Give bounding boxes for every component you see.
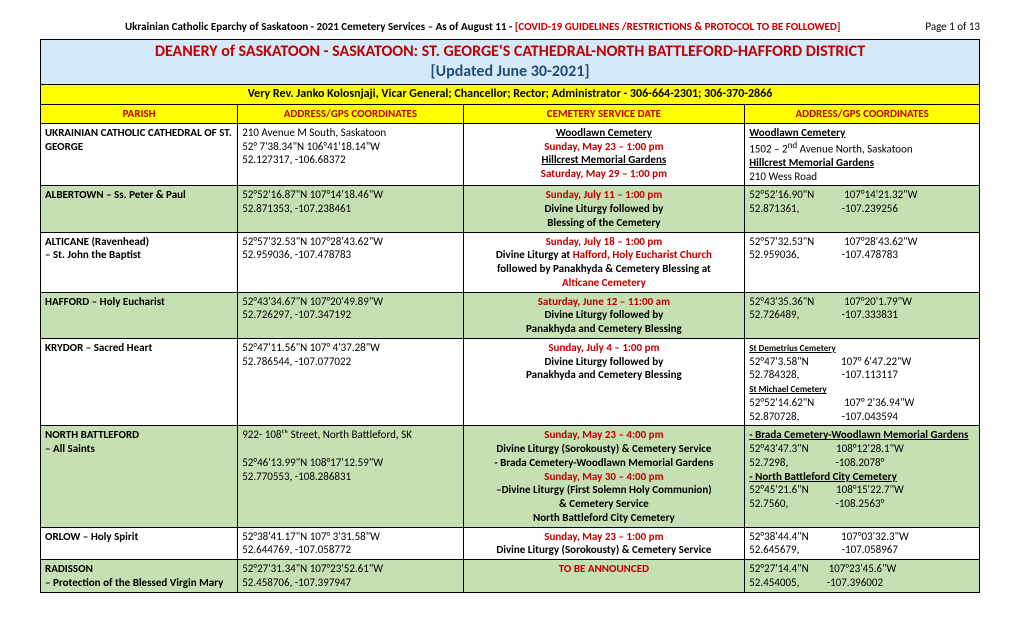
table-row: ALBERTOWN – Ss. Peter & Paul52°52'16.87"… bbox=[41, 186, 980, 232]
table-row: RADISSON – Protection of the Blessed Vir… bbox=[41, 560, 980, 593]
col-addr: ADDRESS/GPS COORDINATES bbox=[238, 105, 463, 124]
addr-cell: 210 Avenue M South, Saskatoon 52° 7'38.3… bbox=[238, 123, 463, 186]
deanery-updated: [Updated June 30-2021] bbox=[430, 62, 589, 81]
addr-cell: 922- 108ᵗʰ Street, North Battleford, SK … bbox=[238, 426, 463, 527]
col-addr2: ADDRESS/GPS COORDINATES bbox=[745, 105, 980, 124]
table-row: NORTH BATTLEFORD – All Saints922- 108ᵗʰ … bbox=[41, 426, 980, 527]
service-cell: Sunday, July 4 – 1:00 pmDivine Liturgy f… bbox=[463, 338, 745, 426]
schedule-table: DEANERY of SASKATOON - SASKATOON: ST. GE… bbox=[40, 39, 980, 593]
addr2-cell: 52°52'16.90"N 107°14'21.32"W52.871361, -… bbox=[745, 186, 980, 232]
addr-cell: 52°52'16.87"N 107°14'18.46"W 52.871353, … bbox=[238, 186, 463, 232]
addr2-cell: - Brada Cemetery-Woodlawn Memorial Garde… bbox=[745, 426, 980, 527]
addr2-cell: 52°27'14.4"N 107°23'45.6"W52.454005, -10… bbox=[745, 560, 980, 593]
column-header-row: PARISH ADDRESS/GPS COORDINATES CEMETERY … bbox=[41, 105, 980, 124]
addr2-cell: 52°43'35.36"N 107°20'1.79"W52.726489, -1… bbox=[745, 292, 980, 338]
parish-cell: HAFFORD – Holy Eucharist bbox=[41, 292, 238, 338]
addr2-cell: St Demetrius Cemetery52°47'3.58"N 107° 6… bbox=[745, 338, 980, 426]
header-page: Page 1 of 13 bbox=[925, 20, 980, 33]
service-cell: Woodlawn CemeterySunday, May 23 – 1:00 p… bbox=[463, 123, 745, 186]
addr2-cell: 52°38'44.4"N 107°03'32.3"W52.645679, -10… bbox=[745, 527, 980, 560]
page-header: Ukrainian Catholic Eparchy of Saskatoon … bbox=[40, 20, 980, 33]
deanery-title-cell: DEANERY of SASKATOON - SASKATOON: ST. GE… bbox=[41, 40, 980, 85]
addr2-cell: 52°57'32.53"N 107°28'43.62"W52.959036, -… bbox=[745, 232, 980, 292]
addr-cell: 52°27'31.34"N 107°23'52.61"W 52.458706, … bbox=[238, 560, 463, 593]
addr-cell: 52°57'32.53"N 107°28'43.62"W 52.959036, … bbox=[238, 232, 463, 292]
addr-cell: 52°38'41.17"N 107° 3'31.58"W 52.644769, … bbox=[238, 527, 463, 560]
table-row: ORLOW – Holy Spirit52°38'41.17"N 107° 3'… bbox=[41, 527, 980, 560]
clergy-row: Very Rev. Janko Kolosnjaji, Vicar Genera… bbox=[41, 85, 980, 105]
col-parish: PARISH bbox=[41, 105, 238, 124]
parish-cell: ORLOW – Holy Spirit bbox=[41, 527, 238, 560]
table-row: UKRAINIAN CATHOLIC CATHEDRAL OF ST. GEOR… bbox=[41, 123, 980, 186]
addr2-cell: Woodlawn Cemetery1502 – 2nd Avenue North… bbox=[745, 123, 980, 186]
table-row: HAFFORD – Holy Eucharist52°43'34.67"N 10… bbox=[41, 292, 980, 338]
parish-cell: KRYDOR – Sacred Heart bbox=[41, 338, 238, 426]
col-service: CEMETERY SERVICE DATE bbox=[463, 105, 745, 124]
service-cell: Sunday, July 11 – 1:00 pmDivine Liturgy … bbox=[463, 186, 745, 232]
addr-cell: 52°43'34.67"N 107°20'49.89"W 52.726297, … bbox=[238, 292, 463, 338]
table-row: ALTICANE (Ravenhead) – St. John the Bapt… bbox=[41, 232, 980, 292]
parish-cell: UKRAINIAN CATHOLIC CATHEDRAL OF ST. GEOR… bbox=[41, 123, 238, 186]
parish-cell: RADISSON – Protection of the Blessed Vir… bbox=[41, 560, 238, 593]
parish-cell: ALBERTOWN – Ss. Peter & Paul bbox=[41, 186, 238, 232]
table-row: KRYDOR – Sacred Heart52°47'11.56"N 107° … bbox=[41, 338, 980, 426]
service-cell: Sunday, May 23 – 4:00 pmDivine Liturgy (… bbox=[463, 426, 745, 527]
header-left: Ukrainian Catholic Eparchy of Saskatoon … bbox=[125, 20, 515, 33]
parish-cell: ALTICANE (Ravenhead) – St. John the Bapt… bbox=[41, 232, 238, 292]
service-cell: TO BE ANNOUNCED bbox=[463, 560, 745, 593]
deanery-title: DEANERY of SASKATOON - SASKATOON: ST. GE… bbox=[155, 42, 865, 61]
addr-cell: 52°47'11.56"N 107° 4'37.28"W 52.786544, … bbox=[238, 338, 463, 426]
service-cell: Saturday, June 12 – 11:00 amDivine Litur… bbox=[463, 292, 745, 338]
parish-cell: NORTH BATTLEFORD – All Saints bbox=[41, 426, 238, 527]
service-cell: Sunday, July 18 – 1:00 pmDivine Liturgy … bbox=[463, 232, 745, 292]
service-cell: Sunday, May 23 – 1:00 pmDivine Liturgy (… bbox=[463, 527, 745, 560]
header-covid: [COVID-19 GUIDELINES /RESTRICTIONS & PRO… bbox=[515, 20, 841, 33]
